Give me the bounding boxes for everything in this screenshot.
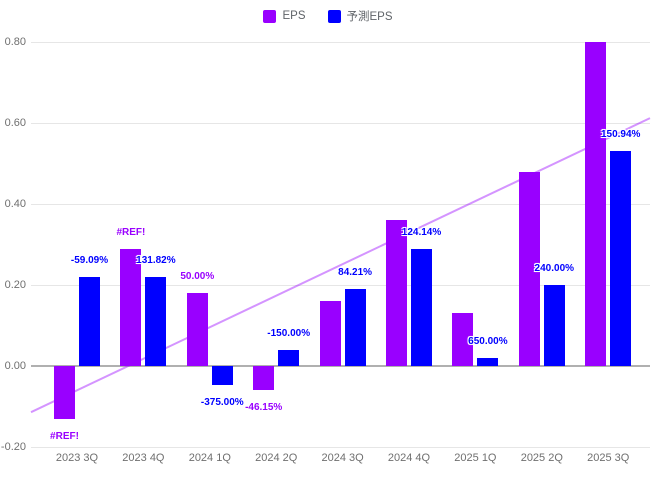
x-axis-baseline bbox=[31, 365, 650, 367]
bar-eps-2025-3q[interactable] bbox=[585, 42, 607, 366]
eps-series-swatch-icon bbox=[263, 9, 277, 23]
bar-forecast-eps-2024-3q[interactable] bbox=[344, 289, 366, 366]
bar-eps-2023-4q[interactable] bbox=[120, 248, 142, 366]
data-label-forecast-eps: 84.21% bbox=[338, 267, 373, 279]
forecast-eps-series-swatch-icon bbox=[327, 9, 341, 23]
gridline bbox=[31, 284, 650, 286]
bar-forecast-eps-2024-1q[interactable] bbox=[211, 366, 233, 386]
x-axis-tick-label: 2025 3Q bbox=[587, 452, 630, 464]
legend-item-forecast-eps[interactable]: 予測EPS bbox=[327, 8, 393, 24]
bar-forecast-eps-2025-2q[interactable] bbox=[543, 285, 565, 366]
gridline bbox=[31, 41, 650, 43]
data-label-forecast-eps: -375.00% bbox=[200, 397, 244, 409]
data-label-forecast-eps: -59.09% bbox=[70, 254, 109, 266]
bar-forecast-eps-2025-3q[interactable] bbox=[610, 151, 632, 366]
x-axis-tick-label: 2025 1Q bbox=[454, 452, 497, 464]
bar-forecast-eps-2025-1q[interactable] bbox=[477, 357, 499, 366]
data-label-forecast-eps: 150.94% bbox=[600, 129, 641, 141]
x-axis-tick-label: 2024 2Q bbox=[255, 452, 298, 464]
bar-eps-2025-2q[interactable] bbox=[518, 171, 540, 366]
data-label-eps: -46.15% bbox=[245, 402, 283, 414]
legend-label-forecast-eps: 予測EPS bbox=[346, 11, 393, 23]
y-axis-tick-label: -0.20 bbox=[0, 441, 26, 453]
data-label-forecast-eps: 131.82% bbox=[136, 254, 176, 266]
data-label-eps: 50.00% bbox=[180, 271, 215, 283]
bar-forecast-eps-2023-3q[interactable] bbox=[79, 276, 100, 366]
bar-forecast-eps-2024-4q[interactable] bbox=[411, 248, 432, 366]
x-axis-tick-label: 2023 3Q bbox=[55, 452, 99, 464]
bar-eps-2024-3q[interactable] bbox=[319, 301, 341, 366]
bar-eps-2025-1q[interactable] bbox=[452, 313, 474, 366]
bar-forecast-eps-2024-2q[interactable] bbox=[278, 349, 300, 366]
legend: EPS 予測EPS bbox=[0, 8, 656, 24]
legend-item-eps[interactable]: EPS bbox=[263, 9, 306, 23]
y-axis-tick-label: 0.80 bbox=[4, 36, 26, 48]
x-axis-tick-label: 2023 4Q bbox=[122, 452, 165, 464]
y-axis-tick-label: 0.60 bbox=[4, 117, 26, 129]
data-label-forecast-eps: 240.00% bbox=[534, 263, 575, 274]
data-label-eps: #REF! bbox=[116, 226, 146, 238]
x-axis-tick-label: 2024 3Q bbox=[321, 452, 364, 464]
data-label-forecast-eps: -150.00% bbox=[267, 327, 311, 339]
y-axis-tick-label: 0.20 bbox=[4, 279, 26, 291]
bar-eps-2023-3q[interactable] bbox=[54, 366, 75, 419]
gridline bbox=[31, 122, 650, 124]
x-axis-tick-label: 2025 2Q bbox=[520, 452, 563, 464]
gridline bbox=[31, 203, 650, 205]
bar-eps-2024-1q[interactable] bbox=[186, 293, 208, 366]
data-label-forecast-eps: 124.14% bbox=[401, 226, 442, 238]
y-axis-tick-label: 0.40 bbox=[4, 198, 26, 210]
gridline bbox=[31, 446, 650, 448]
bar-eps-2024-4q[interactable] bbox=[386, 220, 407, 366]
legend-label-eps: EPS bbox=[282, 10, 306, 22]
bar-forecast-eps-2023-4q[interactable] bbox=[145, 276, 167, 366]
y-axis-tick-label: 0.00 bbox=[4, 360, 26, 372]
data-label-eps: #REF! bbox=[50, 430, 79, 442]
x-axis-tick-label: 2024 4Q bbox=[387, 452, 431, 464]
x-axis-tick-label: 2024 1Q bbox=[188, 452, 231, 464]
data-label-forecast-eps: 650.00% bbox=[468, 335, 508, 347]
bar-eps-2024-2q[interactable] bbox=[253, 366, 275, 391]
